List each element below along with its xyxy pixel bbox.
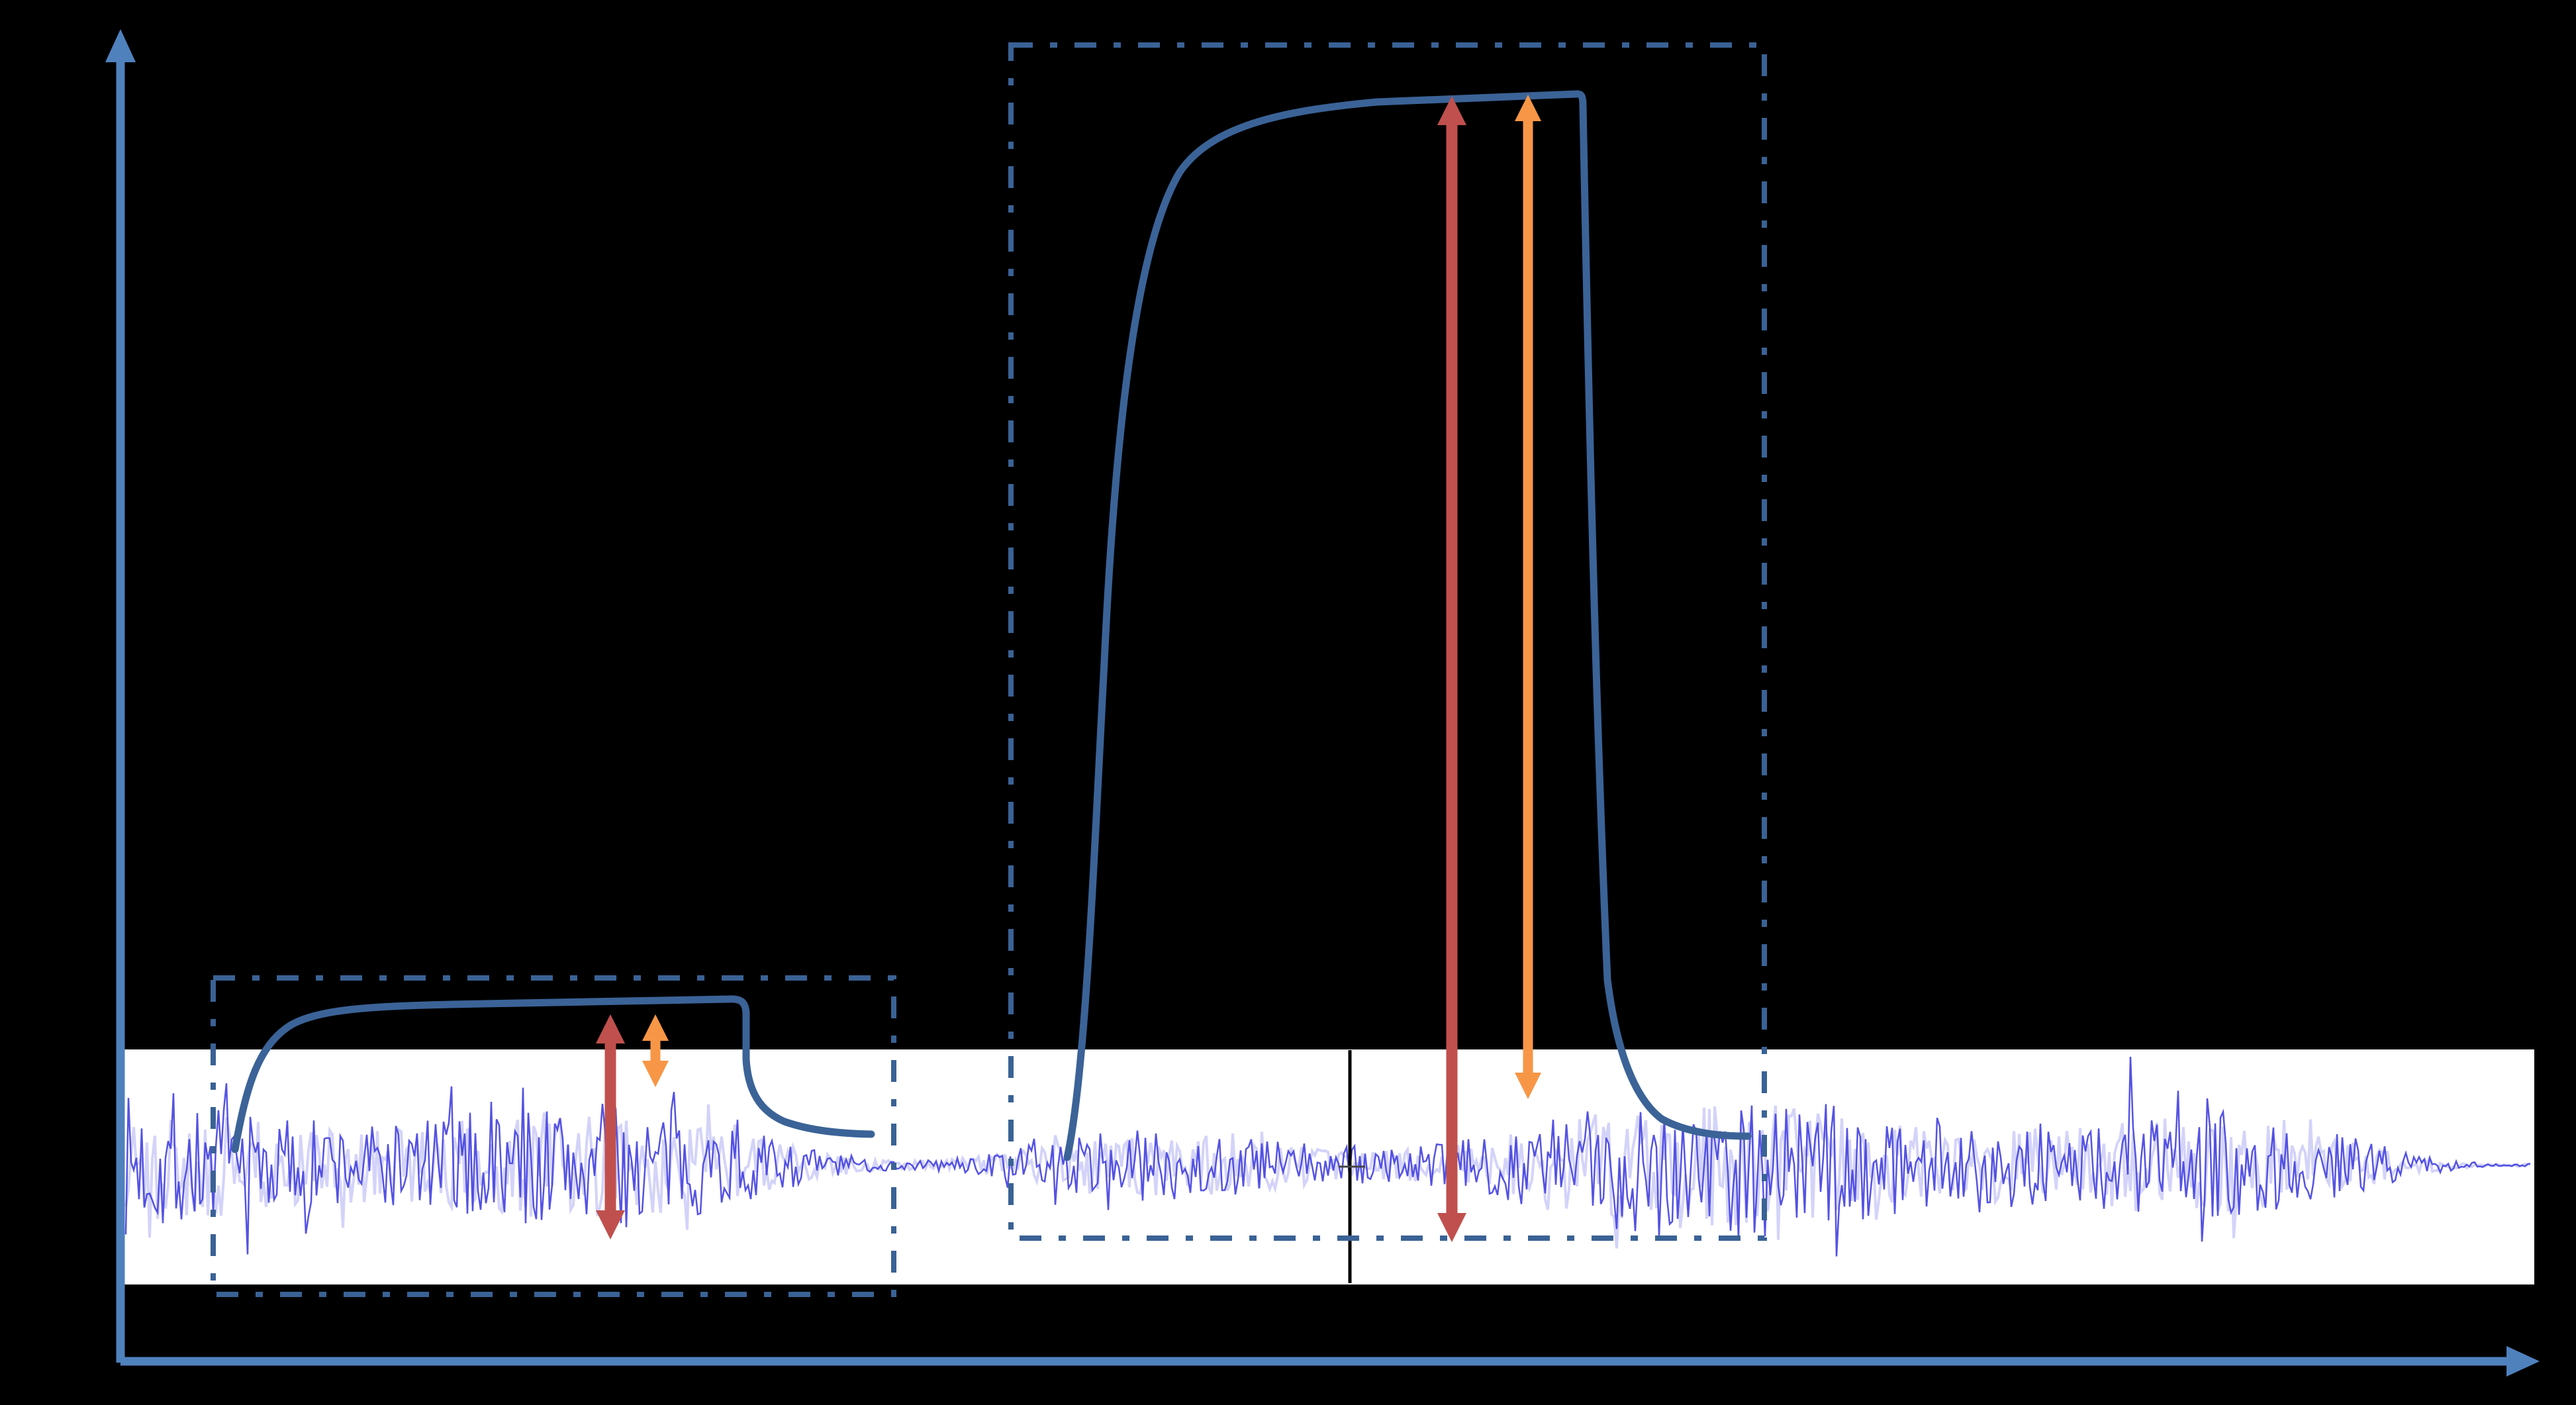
- axes-layer: [105, 29, 2540, 1377]
- measurement-arrow-layer: [596, 95, 1541, 1242]
- weak-signal-peak-to-noise-top-arrow: [642, 1014, 669, 1087]
- noise-trace: [124, 1056, 2531, 1257]
- weak-pulse-region-box: [211, 975, 896, 1297]
- weak-signal-peak-to-noise-floor-arrow: [596, 1014, 625, 1239]
- strong-signal-peak-to-noise-top-arrow: [1515, 95, 1541, 1099]
- x-axis-arrowhead-icon: [2506, 1346, 2540, 1377]
- segment-divider-layer: [1339, 1050, 1365, 1283]
- region-outline-layer: [211, 42, 1767, 1297]
- strong-pulse-region-box: [1008, 42, 1767, 1241]
- noise-trace-layer: [124, 1056, 2531, 1257]
- weak-pulse-curve: [231, 995, 875, 1153]
- y-axis-arrowhead-icon: [105, 29, 136, 62]
- strong-pulse-curve: [1063, 90, 1752, 1161]
- signal-pulse-layer: [231, 90, 1752, 1161]
- strong-signal-peak-to-noise-floor-arrow: [1437, 96, 1466, 1242]
